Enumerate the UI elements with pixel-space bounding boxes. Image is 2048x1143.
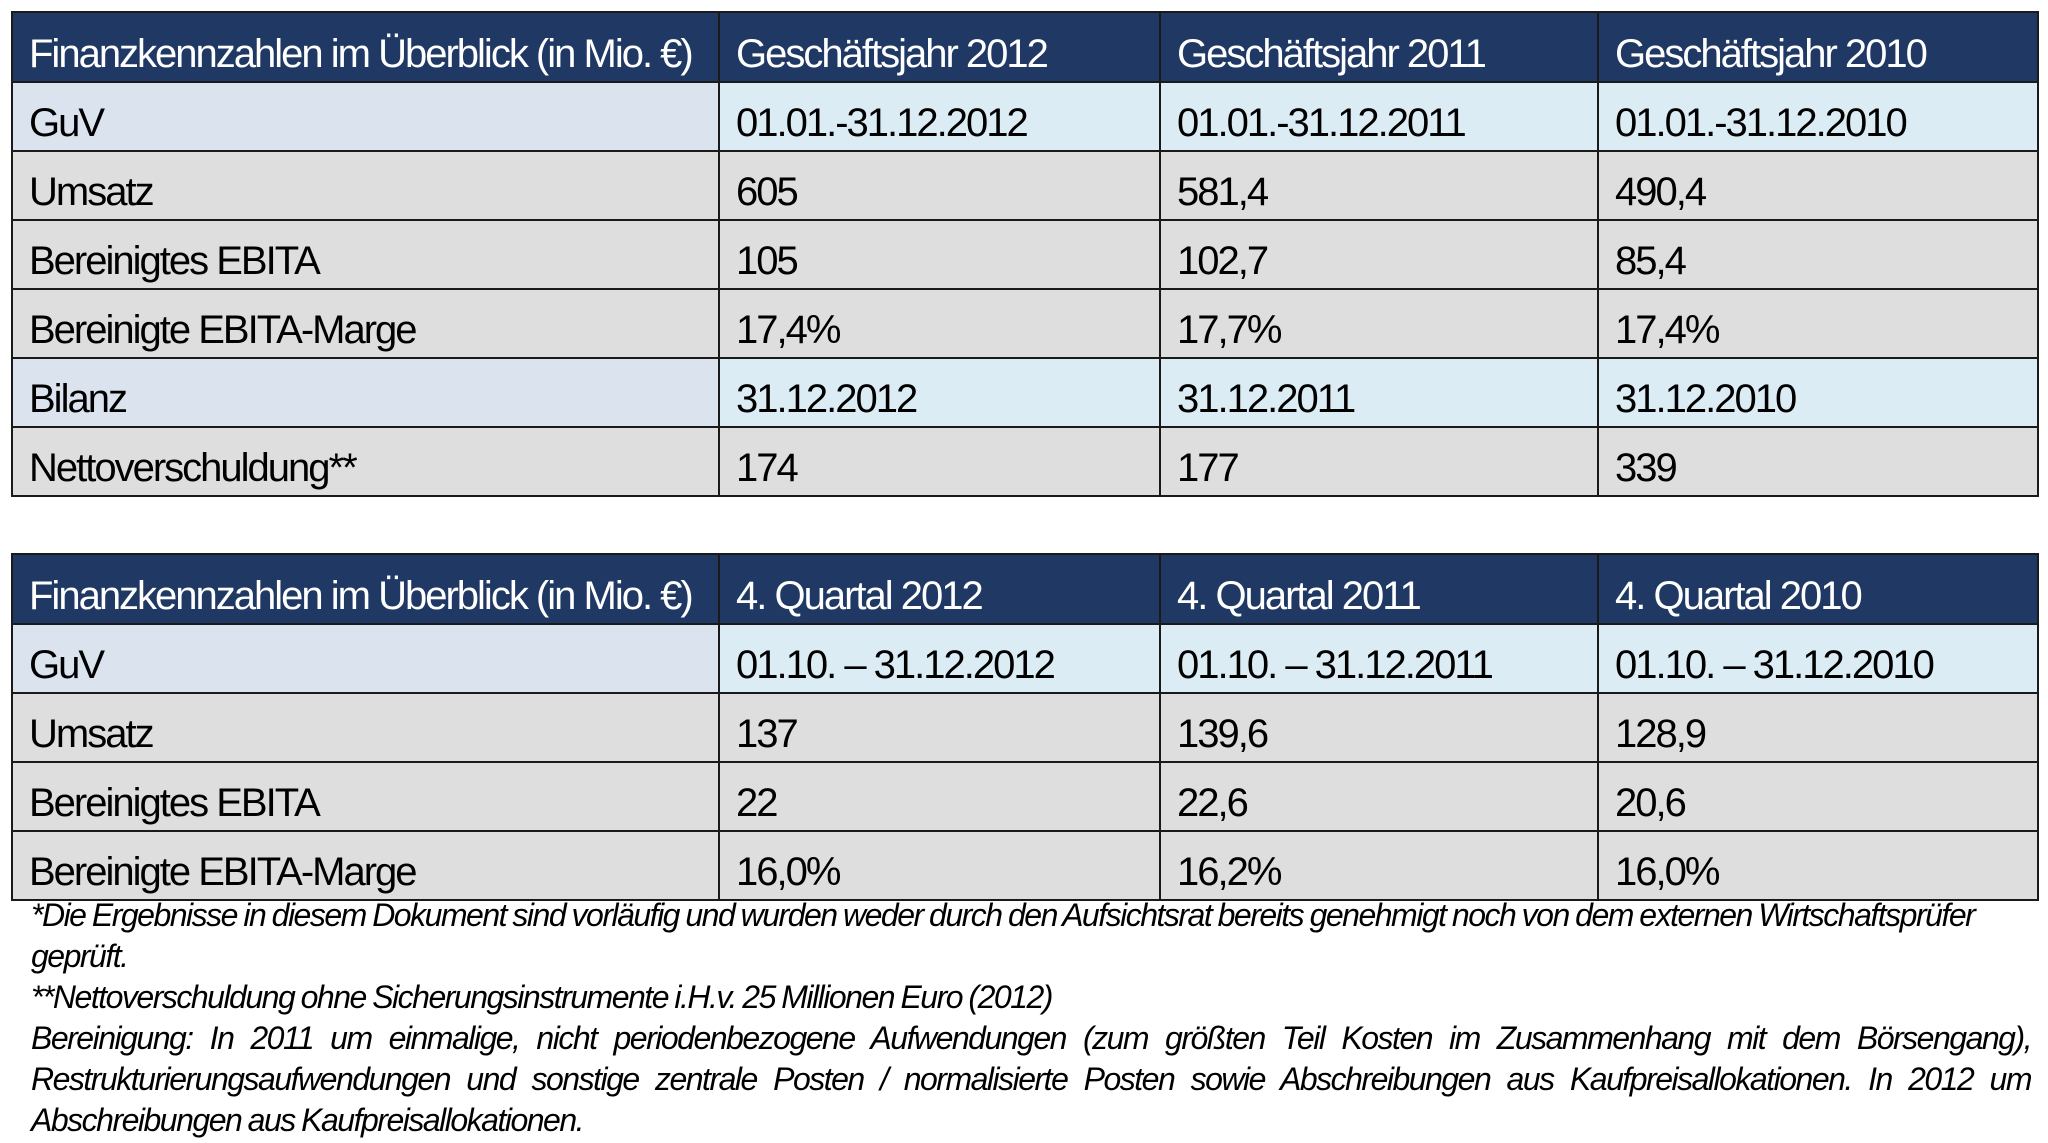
row-label: GuV: [11, 81, 720, 152]
table-cell: 137: [718, 692, 1161, 763]
row-label: Bereinigte EBITA-Marge: [11, 288, 720, 359]
table-cell: 339: [1597, 426, 2039, 497]
table-cell: 01.01.-31.12.2010: [1597, 81, 2039, 152]
table-cell: 17,4%: [1597, 288, 2039, 359]
table-cell: 128,9: [1597, 692, 2039, 763]
table-cell: 31.12.2010: [1597, 357, 2039, 428]
row-label: Bereinigtes EBITA: [11, 219, 720, 290]
table-cell: 31.12.2011: [1159, 357, 1599, 428]
table-cell: 20,6: [1597, 761, 2039, 832]
table-cell: 605: [718, 150, 1161, 221]
table-cell: 22,6: [1159, 761, 1599, 832]
table-cell: 102,7: [1159, 219, 1599, 290]
footnote-adjustment: Bereinigung: In 2011 um einmalige, nicht…: [31, 1020, 2033, 1138]
table-cell: 17,7%: [1159, 288, 1599, 359]
header-cell: 4. Quartal 2011: [1159, 553, 1599, 625]
row-label: GuV: [11, 623, 720, 694]
table-row: Umsatz 137 139,6 128,9: [11, 692, 2039, 763]
table-cell: 16,0%: [718, 830, 1161, 901]
table-row: Bereinigte EBITA-Marge 17,4% 17,7% 17,4%: [11, 288, 2039, 359]
table-cell: 177: [1159, 426, 1599, 497]
table-cell: 01.01.-31.12.2011: [1159, 81, 1599, 152]
annual-figures-table: Finanzkennzahlen im Überblick (in Mio. €…: [11, 11, 2039, 497]
table-row: Nettoverschuldung** 174 177 339: [11, 426, 2039, 497]
header-cell: Geschäftsjahr 2011: [1159, 11, 1599, 83]
table-row: GuV 01.01.-31.12.2012 01.01.-31.12.2011 …: [11, 81, 2039, 152]
header-cell: Finanzkennzahlen im Überblick (in Mio. €…: [11, 553, 720, 625]
row-label: Bilanz: [11, 357, 720, 428]
table-cell: 490,4: [1597, 150, 2039, 221]
table-cell: 31.12.2012: [718, 357, 1161, 428]
table-cell: 139,6: [1159, 692, 1599, 763]
table-row: Bereinigte EBITA-Marge 16,0% 16,2% 16,0%: [11, 830, 2039, 901]
table-row: Bereinigtes EBITA 105 102,7 85,4: [11, 219, 2039, 290]
table-header-row: Finanzkennzahlen im Überblick (in Mio. €…: [11, 11, 2039, 83]
table-cell: 105: [718, 219, 1161, 290]
table-cell: 17,4%: [718, 288, 1161, 359]
table-row: Bereinigtes EBITA 22 22,6 20,6: [11, 761, 2039, 832]
row-label: Nettoverschuldung**: [11, 426, 720, 497]
row-label: Umsatz: [11, 692, 720, 763]
footnotes: *Die Ergebnisse in diesem Dokument sind …: [31, 895, 2033, 1141]
table-cell: 16,2%: [1159, 830, 1599, 901]
header-cell: Geschäftsjahr 2012: [718, 11, 1161, 83]
table-row: Umsatz 605 581,4 490,4: [11, 150, 2039, 221]
row-label: Umsatz: [11, 150, 720, 221]
header-cell: Finanzkennzahlen im Überblick (in Mio. €…: [11, 11, 720, 83]
quarterly-figures-table: Finanzkennzahlen im Überblick (in Mio. €…: [11, 553, 2039, 901]
table-cell: 22: [718, 761, 1161, 832]
table-row: Bilanz 31.12.2012 31.12.2011 31.12.2010: [11, 357, 2039, 428]
header-cell: 4. Quartal 2012: [718, 553, 1161, 625]
table-cell: 85,4: [1597, 219, 2039, 290]
table-cell: 174: [718, 426, 1161, 497]
row-label: Bereinigte EBITA-Marge: [11, 830, 720, 901]
table-cell: 16,0%: [1597, 830, 2039, 901]
footnote-preliminary: *Die Ergebnisse in diesem Dokument sind …: [31, 897, 1976, 974]
table-cell: 01.10. – 31.12.2010: [1597, 623, 2039, 694]
table-cell: 01.10. – 31.12.2012: [718, 623, 1161, 694]
header-cell: Geschäftsjahr 2010: [1597, 11, 2039, 83]
footnote-net-debt: **Nettoverschuldung ohne Sicherungsinstr…: [31, 979, 1053, 1015]
table-cell: 01.01.-31.12.2012: [718, 81, 1161, 152]
table-header-row: Finanzkennzahlen im Überblick (in Mio. €…: [11, 553, 2039, 625]
row-label: Bereinigtes EBITA: [11, 761, 720, 832]
table-row: GuV 01.10. – 31.12.2012 01.10. – 31.12.2…: [11, 623, 2039, 694]
header-cell: 4. Quartal 2010: [1597, 553, 2039, 625]
table-cell: 01.10. – 31.12.2011: [1159, 623, 1599, 694]
table-cell: 581,4: [1159, 150, 1599, 221]
